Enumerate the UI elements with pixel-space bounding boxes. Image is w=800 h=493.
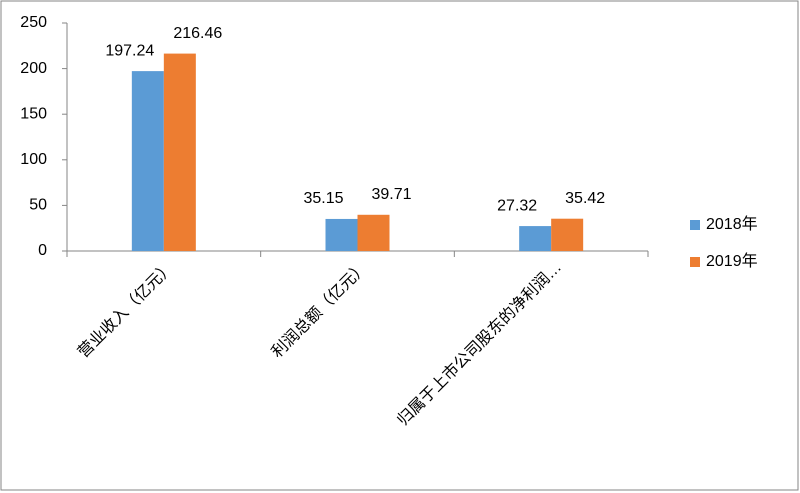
value-label: 39.71 <box>371 186 411 203</box>
bar <box>357 214 390 251</box>
value-label: 197.24 <box>105 42 154 59</box>
y-tick-label: 150 <box>20 105 47 122</box>
bar <box>131 71 164 251</box>
bar <box>325 218 358 251</box>
y-tick-label: 50 <box>29 197 47 214</box>
y-tick-label: 200 <box>20 60 47 77</box>
value-label: 27.32 <box>497 197 537 214</box>
legend-label: 2018年 <box>706 215 758 233</box>
value-label: 216.46 <box>173 25 222 42</box>
y-tick-label: 250 <box>20 14 47 31</box>
legend-label: 2019年 <box>706 252 758 270</box>
bar <box>551 218 584 251</box>
bar <box>163 53 196 252</box>
y-tick-label: 0 <box>38 242 47 259</box>
legend-swatch <box>690 257 700 267</box>
y-tick-label: 100 <box>20 151 47 168</box>
bar <box>519 226 552 251</box>
legend-swatch <box>690 220 700 230</box>
value-label: 35.42 <box>565 190 605 207</box>
value-label: 35.15 <box>303 190 343 207</box>
